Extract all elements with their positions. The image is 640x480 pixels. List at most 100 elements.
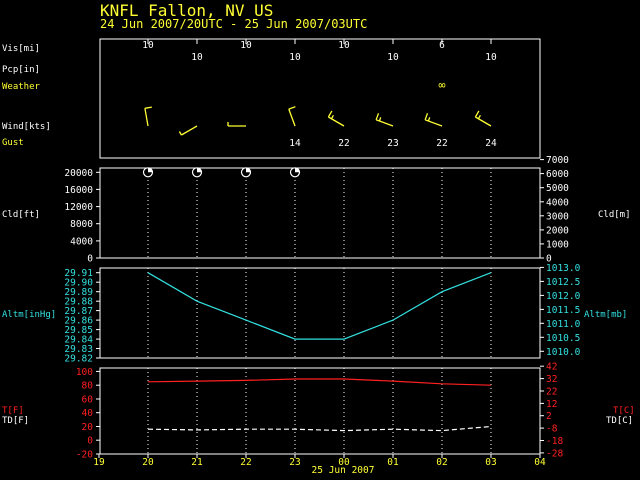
- temperature-f-tick-label: 40: [82, 408, 94, 419]
- temperature-c-tick-label: 22: [546, 387, 557, 398]
- x-axis-hour-label: 22: [240, 457, 251, 468]
- gust-value: 23: [387, 138, 398, 149]
- wind-barb-flag: [288, 106, 296, 110]
- wind-barb-staff: [424, 119, 443, 127]
- cloud-m-axis-label: Cld[m]: [598, 210, 631, 220]
- altimeter-line: [147, 272, 492, 340]
- altimeter-inhg-tick-label: 29.84: [64, 335, 93, 346]
- pcp-row-label: Pcp[in]: [2, 65, 40, 75]
- cloud-m-tick-label: 2000: [546, 225, 569, 236]
- temperature-f-tick-label: 20: [82, 422, 94, 433]
- wind-barb-staff: [375, 119, 394, 127]
- wind-barb-flag: [327, 110, 333, 118]
- temp-f-axis-label: T[F]: [2, 406, 24, 416]
- altimeter-inhg-axis-label: Altm[inHg]: [2, 310, 56, 320]
- surface-obs-panel: [99, 38, 541, 159]
- cloud-m-tick-label: 4000: [546, 197, 569, 208]
- cloud-m-tick-label: 7000: [546, 155, 569, 166]
- temperature-panel: [99, 367, 541, 455]
- wind-barb-staff: [181, 125, 198, 136]
- altimeter-mb-tick-label: 1011.5: [546, 305, 580, 316]
- temperature-f-tick-label: 80: [82, 381, 94, 392]
- wind-row-label: Wind[kts]: [2, 122, 51, 132]
- temp-c-axis-label: T[C]: [613, 406, 635, 416]
- wind-barb-staff: [288, 108, 296, 127]
- cloud-cover-fill: [197, 167, 202, 173]
- temperature-c-tick-label: 12: [546, 399, 557, 410]
- x-axis-hour-label: 20: [142, 457, 154, 468]
- x-axis-hour-label: 04: [534, 457, 546, 468]
- visibility-value: 10: [289, 52, 301, 63]
- cloud-m-tick-label: 6000: [546, 169, 569, 180]
- wind-barb-flag: [474, 110, 480, 118]
- wind-barb-flag: [378, 117, 382, 122]
- wind-barb-flag: [144, 106, 152, 109]
- gust-value: 14: [289, 138, 301, 149]
- visibility-value: 10: [485, 52, 497, 63]
- wind-barb-staff: [475, 116, 492, 127]
- cloud-ft-tick-label: 0: [87, 254, 93, 265]
- wind-barb-flag: [424, 113, 429, 121]
- cloud-ft-tick-label: 16000: [64, 185, 93, 196]
- altimeter-inhg-tick-label: 29.87: [64, 306, 93, 317]
- x-axis-hour-label: 01: [387, 457, 399, 468]
- cloud-m-tick-label: 3000: [546, 211, 569, 222]
- altimeter-inhg-tick-label: 29.91: [64, 268, 93, 279]
- temperature-f-tick-label: -20: [76, 450, 93, 461]
- wind-barb-flag: [477, 114, 481, 120]
- visibility-value: 10: [387, 52, 399, 63]
- temperature-c-tick-label: 2: [546, 411, 552, 422]
- altimeter-mb-tick-label: 1013.0: [546, 263, 581, 274]
- x-axis-hour-label: 19: [93, 457, 105, 468]
- wind-barb-flag: [178, 131, 182, 136]
- haze-weather-icon: ∞: [438, 78, 445, 92]
- cloud-ft-tick-label: 8000: [70, 219, 93, 230]
- cloud-m-tick-label: 1000: [546, 239, 569, 250]
- wind-barb-staff: [328, 116, 345, 127]
- wind-barb-flag: [427, 117, 431, 122]
- temperature-f-tick-label: 60: [82, 395, 94, 406]
- x-axis-hour-label: 00: [338, 457, 350, 468]
- altimeter-inhg-tick-label: 29.82: [64, 354, 93, 365]
- chart-title: KNFL Fallon, NV US: [100, 1, 273, 20]
- altimeter-mb-tick-label: 1010.0: [546, 347, 581, 358]
- altimeter-inhg-tick-label: 29.88: [64, 297, 93, 308]
- visibility-value: 10: [338, 40, 350, 51]
- cloud-cover-fill: [246, 167, 251, 173]
- temperature-c-tick-label: 32: [546, 374, 557, 385]
- altimeter-inhg-tick-label: 29.89: [64, 287, 93, 298]
- altimeter-panel: [99, 267, 541, 359]
- cloud-m-tick-label: 0: [546, 254, 552, 265]
- dewpoint-c-axis-label: TD[C]: [606, 416, 633, 426]
- cloud-ft-tick-label: 12000: [64, 202, 93, 213]
- x-axis-hour-label: 23: [289, 457, 300, 468]
- altimeter-inhg-tick-label: 29.85: [64, 325, 93, 336]
- gust-value: 22: [436, 138, 447, 149]
- vis-row-label: Vis[mi]: [2, 44, 40, 54]
- altimeter-inhg-tick-label: 29.86: [64, 316, 93, 327]
- cloud-cover-fill: [295, 167, 300, 173]
- temperature-c-tick-label: -18: [546, 436, 563, 447]
- visibility-value: 10: [142, 40, 154, 51]
- cloud-cover-fill: [148, 167, 153, 173]
- wind-barb-flag: [375, 113, 380, 121]
- temperature-line: [147, 378, 492, 386]
- altimeter-mb-tick-label: 1012.5: [546, 277, 580, 288]
- altimeter-mb-tick-label: 1012.0: [546, 291, 581, 302]
- cloud-m-tick-label: 5000: [546, 183, 569, 194]
- temperature-c-tick-label: 42: [546, 362, 557, 373]
- visibility-value: 6: [439, 40, 445, 51]
- chart-marks: 10 10 10 610 10 10 10∞14 22 23 22 2404000800012000…: [64, 39, 581, 468]
- x-axis-hour-label: 21: [191, 457, 203, 468]
- dewpoint-line: [147, 425, 492, 432]
- visibility-value: 10: [191, 52, 203, 63]
- wind-barb-staff: [144, 108, 149, 127]
- cloud-ft-tick-label: 20000: [64, 168, 93, 179]
- x-axis-hour-label: 03: [485, 457, 496, 468]
- altimeter-mb-tick-label: 1011.0: [546, 319, 581, 330]
- cloud-ft-tick-label: 4000: [70, 236, 93, 247]
- altimeter-inhg-tick-label: 29.90: [64, 278, 93, 289]
- cloud-panel: [99, 167, 541, 259]
- altimeter-mb-axis-label: Altm[mb]: [584, 310, 627, 320]
